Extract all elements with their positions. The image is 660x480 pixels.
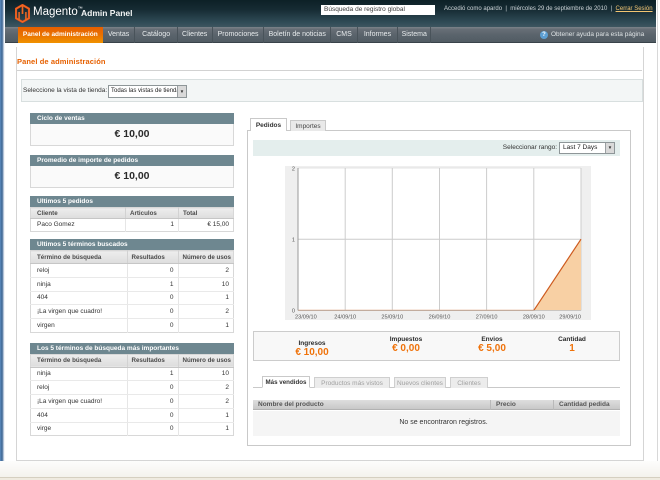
svg-text:25/09/10: 25/09/10 [381, 315, 403, 321]
svg-text:23/09/10: 23/09/10 [295, 315, 317, 321]
svg-text:27/09/10: 27/09/10 [476, 315, 498, 321]
svg-text:26/09/10: 26/09/10 [429, 315, 451, 321]
svg-text:2: 2 [292, 167, 295, 173]
svg-text:0: 0 [292, 309, 295, 315]
svg-text:24/09/10: 24/09/10 [334, 315, 356, 321]
svg-text:29/09/10: 29/09/10 [559, 315, 581, 321]
svg-text:1: 1 [292, 238, 295, 244]
svg-text:28/09/10: 28/09/10 [523, 315, 545, 321]
